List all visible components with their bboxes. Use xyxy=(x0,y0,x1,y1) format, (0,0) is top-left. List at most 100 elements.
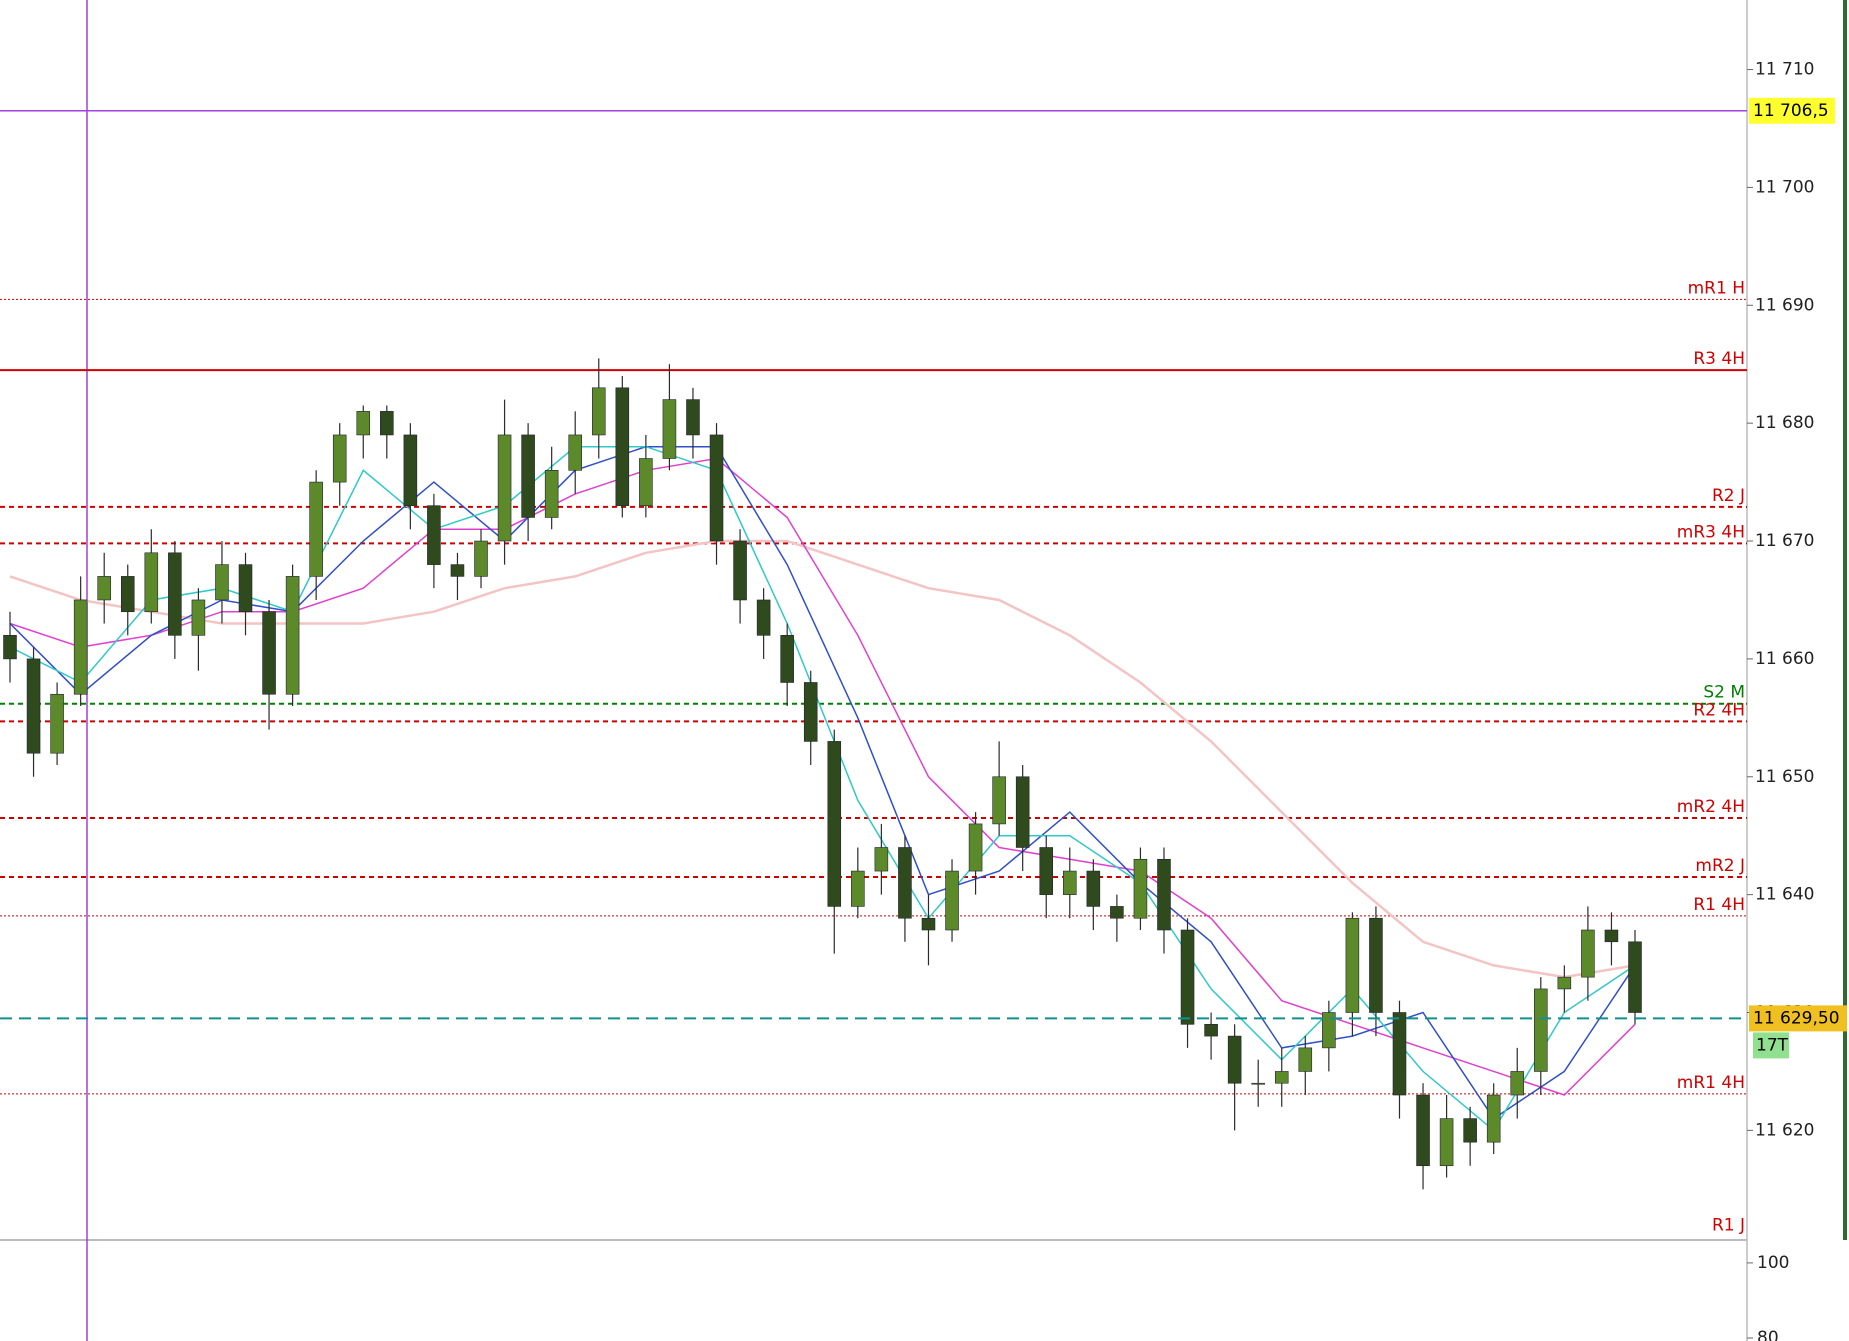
candle-body xyxy=(921,917,936,931)
candle-body xyxy=(544,470,559,518)
level-label: mR2 J xyxy=(1695,856,1745,876)
candle-body xyxy=(1110,906,1124,919)
candle-body xyxy=(356,411,371,436)
candle-body xyxy=(1015,776,1030,848)
level-label: R2 J xyxy=(1712,486,1745,506)
candle-body xyxy=(450,564,465,577)
candle-body xyxy=(1510,1071,1525,1096)
candle-body xyxy=(874,847,889,872)
candle-body xyxy=(1251,1082,1265,1085)
candle-body xyxy=(992,776,1006,825)
candle-body xyxy=(73,599,88,695)
price-label: 11 629,50 xyxy=(1753,1008,1840,1028)
candle-body xyxy=(1063,870,1077,895)
moving-average xyxy=(9,539,1636,979)
candle-body xyxy=(521,434,535,518)
candle-body xyxy=(97,576,111,601)
y-tick-label: 11 640 xyxy=(1755,885,1814,905)
level-label: mR3 4H xyxy=(1677,522,1745,542)
candle-body xyxy=(1604,929,1619,943)
candle-body xyxy=(898,847,912,919)
candle-body xyxy=(780,635,794,683)
candle-body xyxy=(709,434,724,542)
candle-body xyxy=(615,387,630,506)
candle-body xyxy=(1157,858,1171,931)
candle-body xyxy=(1322,1012,1336,1049)
candle-body xyxy=(1204,1023,1218,1037)
countdown-bg xyxy=(1753,1032,1789,1059)
countdown: 17T xyxy=(1756,1035,1789,1055)
candle-body xyxy=(756,599,771,636)
candle-body xyxy=(1369,917,1383,1013)
candle-body xyxy=(3,635,17,660)
candle-body xyxy=(1557,976,1572,990)
candle-body xyxy=(262,611,276,695)
candle-body xyxy=(238,564,253,613)
candle-body xyxy=(945,870,959,931)
candle-body xyxy=(1039,847,1054,895)
candle-body xyxy=(50,693,64,754)
candle-body xyxy=(1298,1047,1313,1072)
y-tick-label: 11 680 xyxy=(1755,413,1814,433)
candle-body xyxy=(686,399,700,436)
moving-average xyxy=(9,445,1636,1120)
candle-body xyxy=(1133,858,1148,919)
candle-body xyxy=(309,481,323,577)
candle-body xyxy=(1345,917,1360,1013)
candle-body xyxy=(120,576,135,613)
candle-body xyxy=(427,505,441,565)
candle-body xyxy=(285,576,300,695)
level-label: R1 J xyxy=(1712,1215,1745,1235)
candle-body xyxy=(191,599,206,636)
candle-body xyxy=(733,540,747,601)
candle-body xyxy=(1463,1118,1477,1143)
lower-tick-label: 80 xyxy=(1757,1328,1779,1341)
y-tick-label: 11 690 xyxy=(1755,295,1814,315)
candle-body xyxy=(803,682,818,742)
candle-body xyxy=(1439,1118,1454,1167)
y-tick-label: 11 670 xyxy=(1755,531,1814,551)
candle-body xyxy=(474,540,488,577)
y-tick-label: 11 660 xyxy=(1755,649,1814,669)
candle-body xyxy=(968,823,983,872)
level-label: mR2 4H xyxy=(1677,797,1745,817)
candle-body xyxy=(1486,1094,1501,1143)
candle-body xyxy=(1534,988,1548,1072)
y-tick-label: 11 700 xyxy=(1755,177,1814,197)
candle-body xyxy=(1086,870,1101,907)
level-label: mR1 H xyxy=(1688,278,1745,298)
lower-tick-label: 100 xyxy=(1757,1253,1789,1273)
y-tick-label: 11 650 xyxy=(1755,767,1814,787)
candle-body xyxy=(591,387,606,436)
candle-body xyxy=(1392,1012,1407,1096)
level-label: R3 4H xyxy=(1693,349,1745,369)
price-label-bg xyxy=(1749,1005,1847,1032)
candle-body xyxy=(1581,929,1595,978)
candle-body xyxy=(332,434,347,483)
candle-body xyxy=(662,399,677,459)
marker-label-bg xyxy=(1749,97,1835,124)
candle-body xyxy=(1416,1094,1430,1167)
candle-body xyxy=(26,658,41,754)
level-label: R2 4H xyxy=(1693,700,1745,720)
candle-body xyxy=(639,458,653,506)
moving-average xyxy=(9,457,1636,1096)
marker-label: 11 706,5 xyxy=(1753,101,1829,121)
candle-body xyxy=(403,434,418,506)
moving-average xyxy=(9,445,1636,1132)
level-label: R1 4H xyxy=(1693,895,1745,915)
candle-body xyxy=(827,741,842,907)
candle-body xyxy=(215,564,229,601)
candle-body xyxy=(168,552,182,636)
level-label: S2 M xyxy=(1703,683,1745,703)
candle-body xyxy=(1180,929,1195,1025)
candle-body xyxy=(1274,1071,1289,1084)
candle-body xyxy=(1227,1035,1242,1084)
level-label: mR1 4H xyxy=(1677,1073,1745,1093)
candle-body xyxy=(497,434,512,542)
y-tick-label: 11 710 xyxy=(1755,60,1814,80)
candle-body xyxy=(568,434,582,471)
